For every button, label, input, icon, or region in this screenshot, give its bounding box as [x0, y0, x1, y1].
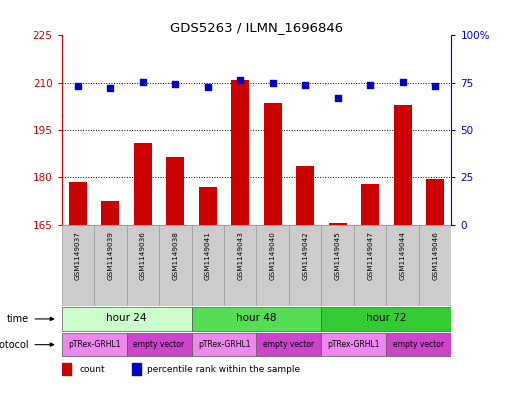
- Text: empty vector: empty vector: [393, 340, 444, 349]
- Text: GSM1149038: GSM1149038: [172, 231, 179, 280]
- Bar: [329, 223, 347, 225]
- Bar: [322, 307, 451, 331]
- Bar: [132, 364, 142, 375]
- Bar: [256, 333, 322, 356]
- Bar: [199, 187, 216, 225]
- Text: GSM1149047: GSM1149047: [367, 231, 373, 280]
- Text: hour 48: hour 48: [236, 314, 277, 323]
- Point: [171, 81, 180, 87]
- Title: GDS5263 / ILMN_1696846: GDS5263 / ILMN_1696846: [170, 21, 343, 34]
- Bar: [127, 225, 159, 306]
- Text: GSM1149043: GSM1149043: [237, 231, 243, 280]
- Point: [431, 83, 439, 89]
- Text: GSM1149036: GSM1149036: [140, 231, 146, 280]
- Bar: [62, 333, 127, 356]
- Text: empty vector: empty vector: [264, 340, 314, 349]
- Bar: [94, 225, 127, 306]
- Bar: [264, 103, 282, 225]
- Bar: [191, 307, 322, 331]
- Point: [204, 83, 212, 90]
- Bar: [224, 225, 256, 306]
- Text: count: count: [79, 365, 105, 374]
- Text: protocol: protocol: [0, 340, 28, 350]
- Point: [399, 79, 407, 85]
- Bar: [62, 307, 191, 331]
- Bar: [191, 225, 224, 306]
- Point: [333, 95, 342, 101]
- Bar: [62, 364, 71, 375]
- Text: pTRex-GRHL1: pTRex-GRHL1: [68, 340, 121, 349]
- Bar: [394, 105, 411, 225]
- Text: time: time: [6, 314, 28, 324]
- Text: GSM1149037: GSM1149037: [75, 231, 81, 280]
- Text: hour 24: hour 24: [106, 314, 147, 323]
- Bar: [231, 80, 249, 225]
- Bar: [289, 225, 322, 306]
- Text: pTRex-GRHL1: pTRex-GRHL1: [198, 340, 250, 349]
- Bar: [191, 333, 256, 356]
- Bar: [426, 179, 444, 225]
- Text: hour 72: hour 72: [366, 314, 407, 323]
- Point: [106, 85, 114, 92]
- Text: GSM1149046: GSM1149046: [432, 231, 438, 280]
- Bar: [69, 182, 87, 225]
- Bar: [419, 225, 451, 306]
- Text: empty vector: empty vector: [133, 340, 185, 349]
- Point: [366, 81, 374, 88]
- Point: [236, 77, 244, 83]
- Bar: [159, 225, 191, 306]
- Bar: [297, 167, 314, 225]
- Text: percentile rank within the sample: percentile rank within the sample: [147, 365, 301, 374]
- Text: GSM1149044: GSM1149044: [400, 231, 406, 280]
- Bar: [322, 333, 386, 356]
- Text: GSM1149041: GSM1149041: [205, 231, 211, 280]
- Bar: [361, 184, 379, 225]
- Bar: [354, 225, 386, 306]
- Bar: [166, 157, 184, 225]
- Text: GSM1149045: GSM1149045: [334, 231, 341, 280]
- Point: [269, 80, 277, 86]
- Bar: [386, 333, 451, 356]
- Bar: [322, 225, 354, 306]
- Text: GSM1149039: GSM1149039: [107, 231, 113, 280]
- Bar: [386, 225, 419, 306]
- Text: GSM1149042: GSM1149042: [302, 231, 308, 280]
- Point: [74, 83, 82, 89]
- Text: GSM1149040: GSM1149040: [270, 231, 276, 280]
- Bar: [134, 143, 152, 225]
- Point: [301, 81, 309, 88]
- Bar: [256, 225, 289, 306]
- Text: pTRex-GRHL1: pTRex-GRHL1: [328, 340, 380, 349]
- Bar: [102, 201, 119, 225]
- Bar: [127, 333, 191, 356]
- Bar: [62, 225, 94, 306]
- Point: [139, 79, 147, 85]
